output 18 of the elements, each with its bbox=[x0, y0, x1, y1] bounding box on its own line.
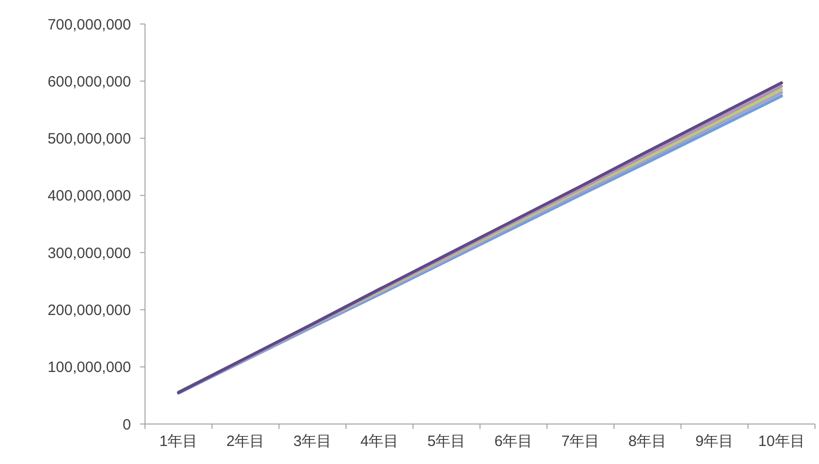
y-tick-label: 400,000,000 bbox=[48, 188, 131, 205]
y-tick-label: 100,000,000 bbox=[48, 359, 131, 376]
y-tick-label: 700,000,000 bbox=[48, 16, 131, 34]
x-tick-label: 6年目 bbox=[494, 433, 533, 450]
x-tick-label: 9年目 bbox=[695, 433, 734, 450]
y-tick-label: 200,000,000 bbox=[48, 302, 131, 319]
y-tick-label: 300,000,000 bbox=[48, 244, 131, 262]
y-tick-label: 600,000,000 bbox=[48, 73, 131, 90]
x-tick-label: 1年目 bbox=[159, 433, 198, 450]
x-tick-label: 3年目 bbox=[293, 433, 332, 450]
x-tick-label: 7年目 bbox=[561, 433, 600, 450]
x-tick-label: 2年目 bbox=[226, 433, 265, 450]
y-tick-label: 500,000,000 bbox=[48, 130, 131, 148]
x-tick-label: 5年目 bbox=[427, 433, 466, 450]
x-tick-label: 10年目 bbox=[758, 433, 805, 450]
x-tick-label: 4年目 bbox=[360, 433, 399, 450]
y-tick-label: 0 bbox=[122, 416, 131, 434]
x-tick-label: 8年目 bbox=[628, 433, 667, 450]
